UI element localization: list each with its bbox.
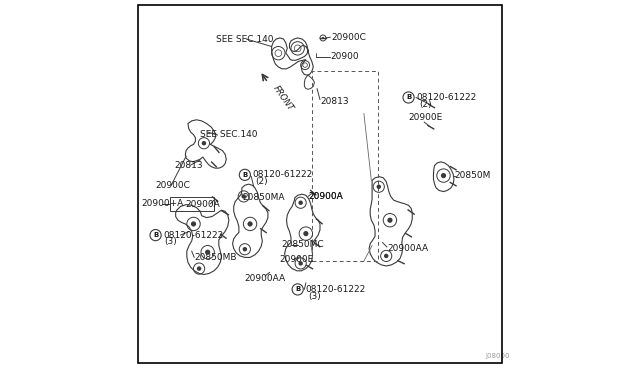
Text: B: B [406, 94, 411, 100]
Text: 08120-61222: 08120-61222 [163, 231, 223, 240]
Text: 20850MA: 20850MA [243, 193, 285, 202]
Circle shape [298, 201, 303, 205]
Circle shape [384, 254, 388, 258]
Bar [170, 197, 214, 211]
Circle shape [322, 37, 324, 39]
Text: 20813: 20813 [174, 161, 203, 170]
Text: 20900+A: 20900+A [141, 199, 184, 208]
Text: SEE SEC.140: SEE SEC.140 [216, 35, 273, 44]
Text: B: B [242, 172, 248, 178]
Text: 20900E: 20900E [408, 113, 443, 122]
Text: (3): (3) [308, 292, 321, 301]
Circle shape [376, 185, 381, 189]
Text: 20850MC: 20850MC [281, 240, 324, 249]
Text: (2): (2) [420, 100, 433, 109]
Text: 20900A: 20900A [308, 192, 343, 201]
Text: J08000: J08000 [486, 353, 510, 359]
Text: 20900AA: 20900AA [245, 274, 286, 283]
Text: 20900E: 20900E [279, 255, 314, 264]
Text: SEE SEC.140: SEE SEC.140 [200, 130, 258, 139]
Circle shape [387, 218, 392, 223]
Text: 20900A: 20900A [308, 192, 343, 201]
Circle shape [441, 173, 446, 178]
Text: 20900: 20900 [331, 52, 360, 61]
Text: 20900A: 20900A [186, 200, 220, 209]
Text: 08120-61222: 08120-61222 [416, 93, 476, 102]
Text: 20850M: 20850M [454, 171, 491, 180]
Bar [312, 71, 378, 261]
Circle shape [202, 141, 206, 145]
Text: 08120-61222: 08120-61222 [305, 285, 365, 294]
Text: 20900C: 20900C [331, 33, 366, 42]
Circle shape [298, 261, 303, 266]
Text: (3): (3) [164, 237, 177, 246]
Text: B: B [295, 286, 300, 292]
Text: 20900C: 20900C [156, 181, 191, 190]
Circle shape [197, 266, 202, 271]
Text: 20900AA: 20900AA [387, 244, 428, 253]
Circle shape [303, 231, 308, 236]
Text: (2): (2) [255, 177, 268, 186]
Text: 08120-61222: 08120-61222 [252, 170, 312, 179]
Circle shape [243, 247, 247, 251]
Circle shape [191, 221, 196, 227]
Text: FRONT: FRONT [271, 84, 295, 113]
Circle shape [248, 221, 253, 227]
Circle shape [205, 250, 211, 255]
Circle shape [241, 194, 246, 199]
Text: 20850MB: 20850MB [195, 253, 237, 262]
Text: B: B [153, 232, 158, 238]
Text: 20813: 20813 [321, 97, 349, 106]
